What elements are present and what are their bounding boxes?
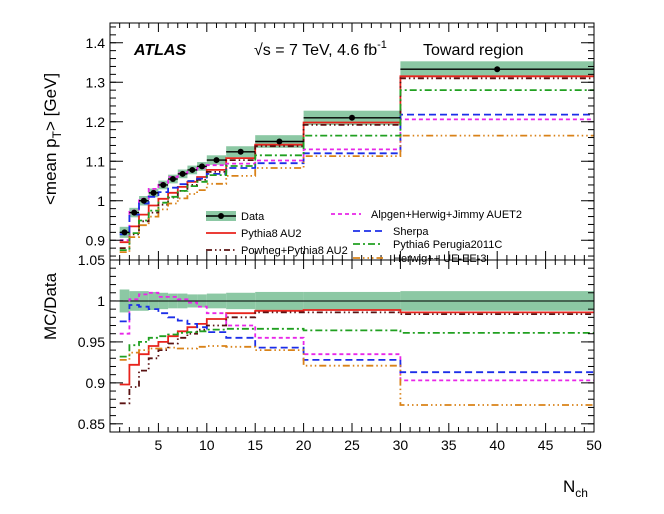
atlas-label: ATLAS (133, 42, 186, 59)
legend-data-label: Data (241, 211, 265, 223)
top-y-tick-label: 1.1 (86, 153, 106, 169)
ratio-series-powheg-pythia8-au2 (119, 311, 594, 405)
bottom-y-axis-title: MC/Data (41, 272, 60, 340)
data-point (160, 181, 167, 188)
x-tick-label: 40 (489, 437, 505, 453)
legend-label-pythia8-au2: Pythia8 AU2 (241, 228, 302, 240)
top-y-tick-label: 1.2 (86, 114, 106, 130)
top-series-alpgen-herwig-jimmy-auet2 (119, 118, 594, 242)
top-y-axis-title-main: <mean p (41, 138, 60, 205)
x-tick-label: 20 (296, 437, 312, 453)
top-series-pythia8-au2 (119, 75, 594, 244)
bottom-y-tick-label: 1 (97, 293, 105, 309)
data-point (140, 197, 147, 204)
top-y-tick-label: 1.3 (86, 74, 106, 90)
data-point (349, 114, 355, 121)
data-point (237, 148, 244, 155)
ratio-series-pythia8-au2 (119, 309, 594, 386)
bottom-y-tick-label: 0.95 (78, 334, 105, 350)
data-point (213, 157, 220, 164)
data-point (179, 170, 186, 177)
energy-label: √s = 7 TeV, 4.6 fb-1 (254, 39, 387, 59)
top-y-axis-title-suffix: > [GeV] (41, 73, 60, 131)
ratio-series-herwig-ue-ee-3 (119, 345, 594, 406)
x-tick-label: 45 (538, 437, 554, 453)
x-tick-label: 5 (155, 437, 163, 453)
data-point (189, 166, 196, 173)
x-tick-label: 30 (393, 437, 409, 453)
ratio-panel: 0.85 0.9 0.95 1 1.05 5 10 15 20 25 30 35 40 45 50 (78, 252, 602, 453)
legend-data-marker (218, 213, 224, 219)
top-series-powheg-pythia8-au2 (119, 77, 594, 249)
data-point (150, 189, 157, 196)
top-y-tick-label: 1 (97, 193, 105, 209)
x-tick-label: 25 (344, 437, 360, 453)
region-label: Toward region (423, 42, 524, 59)
energy-label-text: √s = 7 TeV, 4.6 fb (254, 42, 377, 59)
bottom-y-tick-label: 1.05 (78, 252, 105, 268)
x-tick-label: 35 (441, 437, 457, 453)
legend-label-pythia6-perugia2011c: Pythia6 Perugia2011C (393, 239, 502, 251)
legend-label-alpgen-herwig-jimmy-auet2: Alpgen+Herwig+Jimmy AUET2 (371, 209, 522, 221)
legend: Data Pythia8 AU2 Powheg+Pythia8 AU2 Alpgen+… (206, 209, 522, 265)
energy-label-superscript: -1 (377, 39, 387, 51)
ratio-series-pythia6-perugia2011c (119, 327, 594, 358)
top-panel: 0.9 1 1.1 1.2 1.3 1.4 (86, 22, 595, 261)
ratio-series-alpgen-herwig-jimmy-auet2 (119, 291, 594, 382)
data-point (198, 163, 205, 170)
x-axis-title-main: N (563, 477, 575, 496)
legend-label-sherpa: Sherpa (393, 226, 429, 238)
top-series-herwig-ue-ee-3 (119, 134, 594, 253)
top-y-axis-title: <mean pT> [GeV] (41, 73, 64, 205)
top-y-tick-label: 0.9 (86, 232, 106, 248)
top-series-sherpa (119, 113, 594, 236)
x-tick-label: 15 (247, 437, 263, 453)
ratio-series-sherpa (119, 304, 594, 374)
x-tick-label: 10 (199, 437, 215, 453)
data-point (276, 138, 283, 145)
bottom-y-tick-label: 0.9 (86, 375, 106, 391)
data-point (494, 66, 501, 73)
data-point (169, 176, 176, 183)
legend-label-powheg-pythia8-au2: Powheg+Pythia8 AU2 (241, 245, 348, 257)
bottom-y-tick-label: 0.85 (78, 416, 105, 432)
legend-label-herwig-ue-ee-3: Herwig++ UE-EE-3 (393, 253, 487, 265)
x-axis-title: Nch (563, 477, 588, 500)
bottom-frame (109, 259, 595, 433)
x-tick-label: 50 (586, 437, 602, 453)
data-point (121, 229, 128, 236)
top-y-tick-label: 1.4 (86, 35, 106, 51)
x-axis-title-sub: ch (575, 486, 588, 500)
top-y-axis-title-sub: T (50, 130, 64, 138)
data-point (131, 209, 138, 216)
